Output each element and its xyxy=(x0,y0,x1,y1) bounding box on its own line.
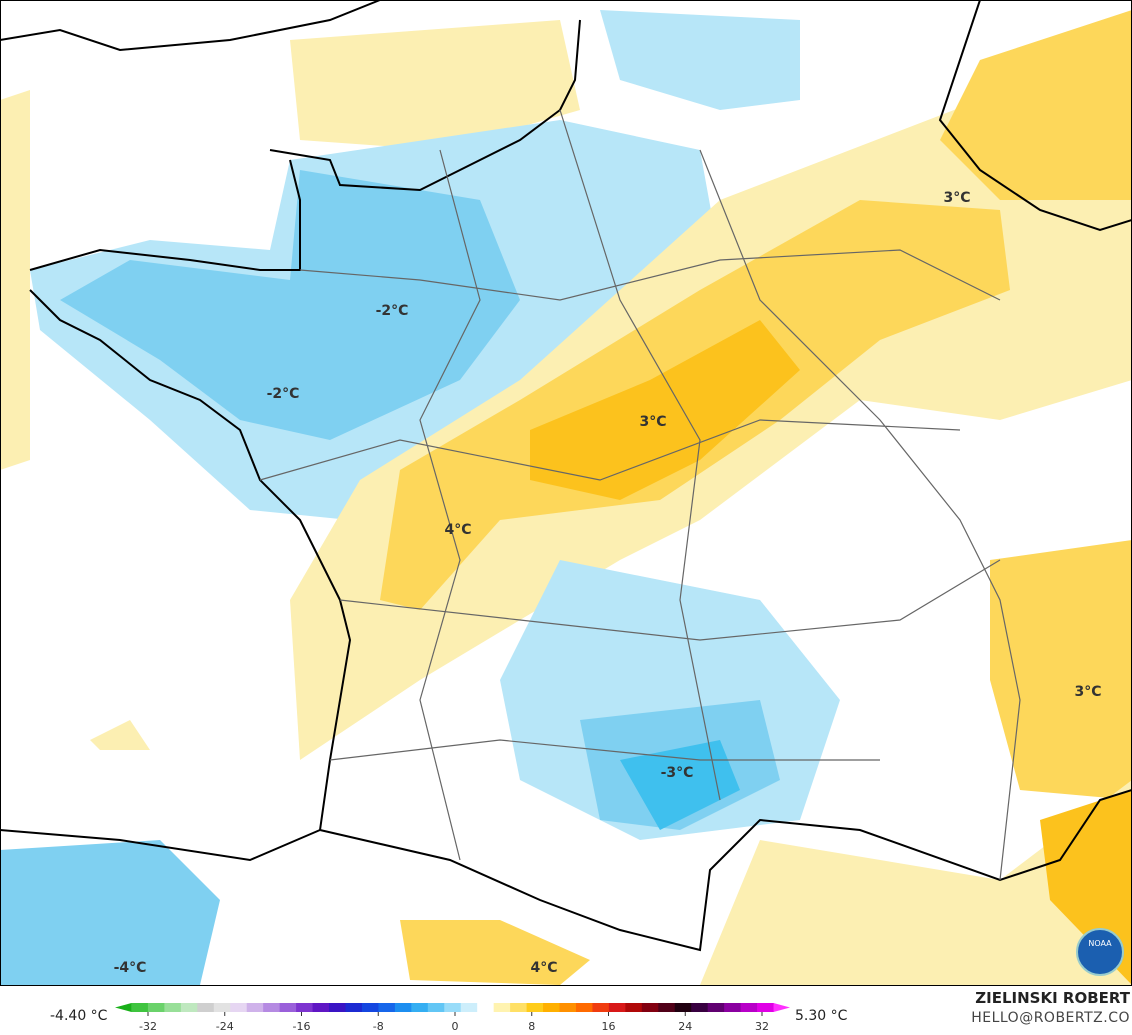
colorbar-segment xyxy=(312,1003,330,1012)
colorbar-segment xyxy=(724,1003,742,1012)
colorbar-segment xyxy=(493,1003,511,1012)
colorbar-segment xyxy=(230,1003,248,1012)
map-label: 3°C xyxy=(1074,684,1101,700)
map-label: -4°C xyxy=(114,960,147,976)
colorbar-segment xyxy=(740,1003,758,1012)
colorbar-segment xyxy=(625,1003,643,1012)
colorbar-segment xyxy=(329,1003,346,1012)
colorbar-tick-label: 0 xyxy=(452,1020,459,1033)
colorbar-segment xyxy=(147,1003,165,1012)
max-label: 5.30 °C xyxy=(795,1008,848,1024)
shade xyxy=(60,170,520,440)
region-borders xyxy=(259,109,1021,881)
colorbar-segment xyxy=(345,1003,363,1012)
shade xyxy=(600,10,800,110)
map-label: -2°C xyxy=(376,303,409,319)
map-label: 3°C xyxy=(943,190,970,206)
map-label: 3°C xyxy=(639,414,666,430)
colorbar-segment xyxy=(197,1003,215,1012)
colorbar-tick-label: 8 xyxy=(528,1020,535,1033)
colorbar-segment xyxy=(575,1003,593,1012)
email: HELLO@ROBERTZ.CO xyxy=(971,1010,1130,1026)
colorbar-segment xyxy=(477,1003,495,1012)
logo-text: NOAA xyxy=(1088,939,1112,948)
colorbar-segment xyxy=(460,1003,478,1012)
shade xyxy=(990,540,1132,800)
shade xyxy=(530,320,800,500)
colorbar-segment xyxy=(641,1003,659,1012)
shade xyxy=(290,20,580,150)
colorbar-tick-label: -8 xyxy=(373,1020,384,1033)
colorbar-segment xyxy=(608,1003,626,1012)
colorbar-tick-label: -32 xyxy=(139,1020,157,1033)
colorbar-segment xyxy=(180,1003,198,1012)
colorbar-segment xyxy=(757,1003,775,1012)
noaa-logo xyxy=(1076,928,1124,976)
colorbar-segment xyxy=(115,1003,132,1012)
map-label: 4°C xyxy=(530,960,557,976)
colorbar-tick-label: 16 xyxy=(602,1020,616,1033)
colorbar-segment xyxy=(279,1003,297,1012)
shade xyxy=(90,720,150,750)
colorbar-segment xyxy=(691,1003,709,1012)
colorbar-segment xyxy=(131,1003,149,1012)
colorbar-segment xyxy=(674,1003,692,1012)
colorbar-segment xyxy=(559,1003,577,1012)
colorbar-segment xyxy=(296,1003,314,1012)
map-label: -3°C xyxy=(661,765,694,781)
colorbar-segment xyxy=(213,1003,231,1012)
author: ZIELINSKI ROBERT xyxy=(975,989,1130,1007)
colorbar-segment xyxy=(444,1003,462,1012)
shade xyxy=(400,920,590,985)
map: -2°C -2°C 3°C 3°C 4°C 3°C -3°C -4°C 4°C … xyxy=(0,0,1132,986)
colorbar-segment xyxy=(411,1003,429,1012)
shade xyxy=(620,740,740,830)
colorbar-tick-label: 24 xyxy=(678,1020,692,1033)
colorbar-segment xyxy=(361,1003,379,1012)
colorbar-segment xyxy=(707,1003,725,1012)
colorbar-tick-label: -16 xyxy=(293,1020,311,1033)
shade xyxy=(0,90,30,470)
colorbar-segment xyxy=(263,1003,281,1012)
min-label: -4.40 °C xyxy=(50,1008,108,1024)
colorbar-segment xyxy=(592,1003,610,1012)
shade xyxy=(0,840,220,985)
map-label: -2°C xyxy=(267,386,300,402)
colorbar-segment xyxy=(543,1003,561,1012)
colorbar-segment xyxy=(773,1003,790,1012)
colorbar-tick-label: 32 xyxy=(755,1020,769,1033)
colorbar-segment xyxy=(526,1003,544,1012)
colorbar-segment xyxy=(164,1003,182,1012)
colorbar: -4.40 °C 5.30 °C -32 -24 -16 -8 0 8 16 24 32 xyxy=(50,1003,848,1033)
colorbar-segment xyxy=(378,1003,396,1012)
colorbar-segment xyxy=(394,1003,412,1012)
colorbar-segment xyxy=(510,1003,528,1012)
shade xyxy=(940,10,1132,200)
map-label: 4°C xyxy=(444,522,471,538)
colorbar-segment xyxy=(658,1003,676,1012)
coastline xyxy=(0,0,1132,952)
colorbar-tick-label: -24 xyxy=(216,1020,234,1033)
colorbar-segment xyxy=(427,1003,445,1012)
colorbar-segment xyxy=(246,1003,264,1012)
shade xyxy=(700,780,1132,985)
